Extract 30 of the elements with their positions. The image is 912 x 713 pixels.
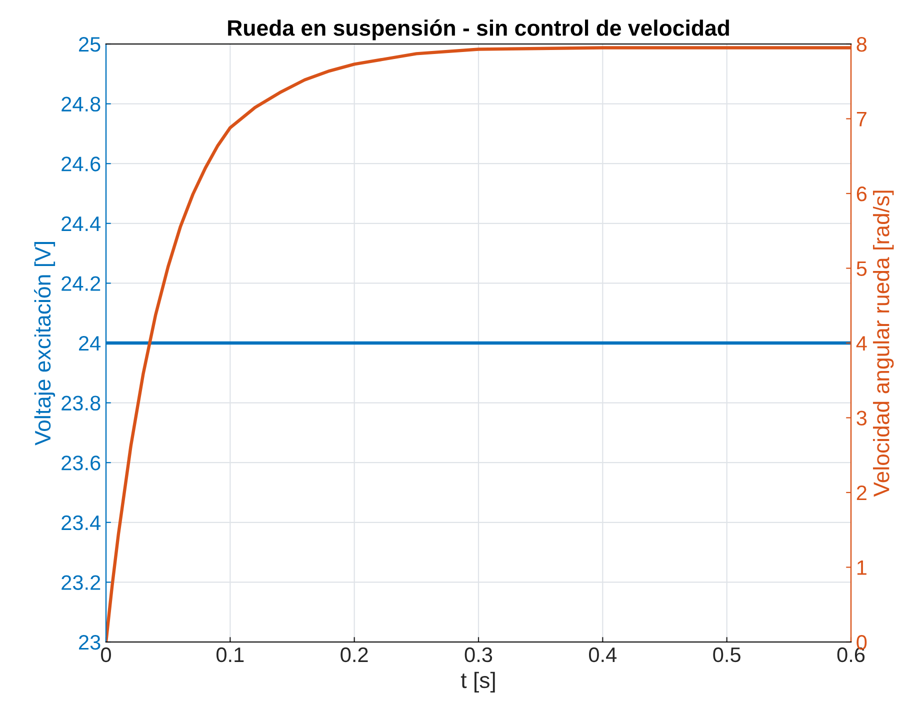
y-tick-label: 24.8 — [62, 96, 100, 112]
y2-tick-label: 6 — [856, 186, 867, 202]
y-tick-label: 24.4 — [62, 216, 101, 231]
y-tick-label: 23.8 — [62, 396, 100, 411]
x-tick-label: 0.4 — [589, 647, 617, 662]
line-series — [106, 46, 851, 642]
x-tick-label: 0.3 — [464, 647, 492, 662]
x-tick-label: 0 — [101, 647, 111, 662]
y2-tick-label: 5 — [856, 261, 867, 276]
y-tick-label: 23.4 — [62, 515, 101, 530]
y2-tick-label: 2 — [856, 486, 866, 500]
y-tick-label: 24.2 — [62, 276, 100, 291]
y2-axis-title: Velocidad angular rueda [rad/s] — [873, 190, 894, 497]
y2-tick-label: 3 — [856, 410, 867, 426]
y-tick-label: 24 — [79, 336, 101, 351]
y-axis-title: Voltaje excitación [V] — [34, 242, 56, 446]
y-tick-label: 24.6 — [62, 156, 100, 172]
y2-tick-label: 4 — [856, 336, 867, 351]
y-tick-label: 25 — [79, 37, 100, 52]
x-tick-label: 0.1 — [216, 647, 244, 662]
y2-tick-label: 8 — [856, 37, 867, 52]
y-tick-label: 23.6 — [62, 456, 100, 470]
y-tick-label: 23.2 — [62, 575, 100, 590]
x-tick-label: 0.2 — [340, 647, 368, 662]
x-axis-title: t [s] — [460, 672, 495, 693]
x-tick-label: 0.5 — [713, 647, 740, 662]
y2-tick-label: 1 — [857, 560, 866, 575]
y-tick-label: 23 — [79, 635, 100, 650]
y2-tick-label: 7 — [856, 112, 866, 126]
chart-title: Rueda en suspensión - sin control de velocidad — [228, 19, 729, 40]
